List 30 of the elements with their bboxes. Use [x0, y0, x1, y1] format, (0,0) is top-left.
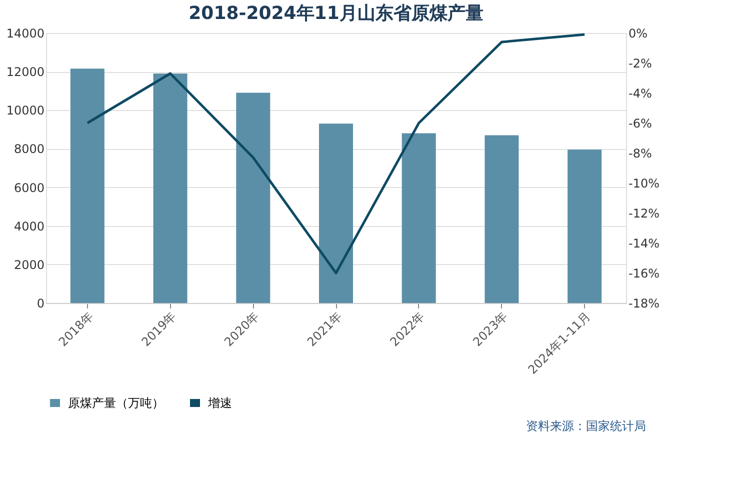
y2-tick-label: -6% [628, 116, 652, 130]
y2-tick-label: -18% [628, 296, 660, 310]
bar [70, 68, 104, 303]
y2-tick-label: -16% [628, 266, 660, 280]
y-tick-label: 8000 [14, 142, 44, 156]
legend-label: 增速 [207, 396, 232, 410]
y2-tick-label: -2% [628, 56, 652, 70]
y2-tick-label: 0% [628, 26, 648, 40]
y2-tick-label: -12% [628, 206, 660, 220]
y2-tick-label: -14% [628, 236, 660, 250]
y-tick-label: 12000 [6, 65, 44, 80]
line-series [86, 33, 586, 274]
y-tick-label: 10000 [6, 104, 44, 118]
y2-tick-label: -4% [628, 86, 652, 100]
bar [568, 150, 602, 303]
bar [484, 135, 519, 303]
y-tick-label: 0 [36, 296, 44, 310]
y-tick-label: 6000 [14, 180, 44, 195]
bar [153, 74, 188, 303]
y2-tick-label: -8% [628, 146, 652, 160]
bar [319, 124, 353, 303]
y-tick-label: 14000 [6, 26, 44, 40]
chart-title: 2018-2024年11月山东省原煤产量 [188, 3, 484, 24]
y-tick-label: 4000 [14, 219, 44, 234]
legend-label: 原煤产量（万吨） [68, 396, 164, 410]
y2-tick-label: -10% [628, 176, 660, 190]
text: 资料来源：国家统计局 [526, 419, 646, 433]
bar [402, 133, 436, 303]
y-tick-label: 2000 [14, 258, 44, 272]
bar [236, 92, 270, 303]
